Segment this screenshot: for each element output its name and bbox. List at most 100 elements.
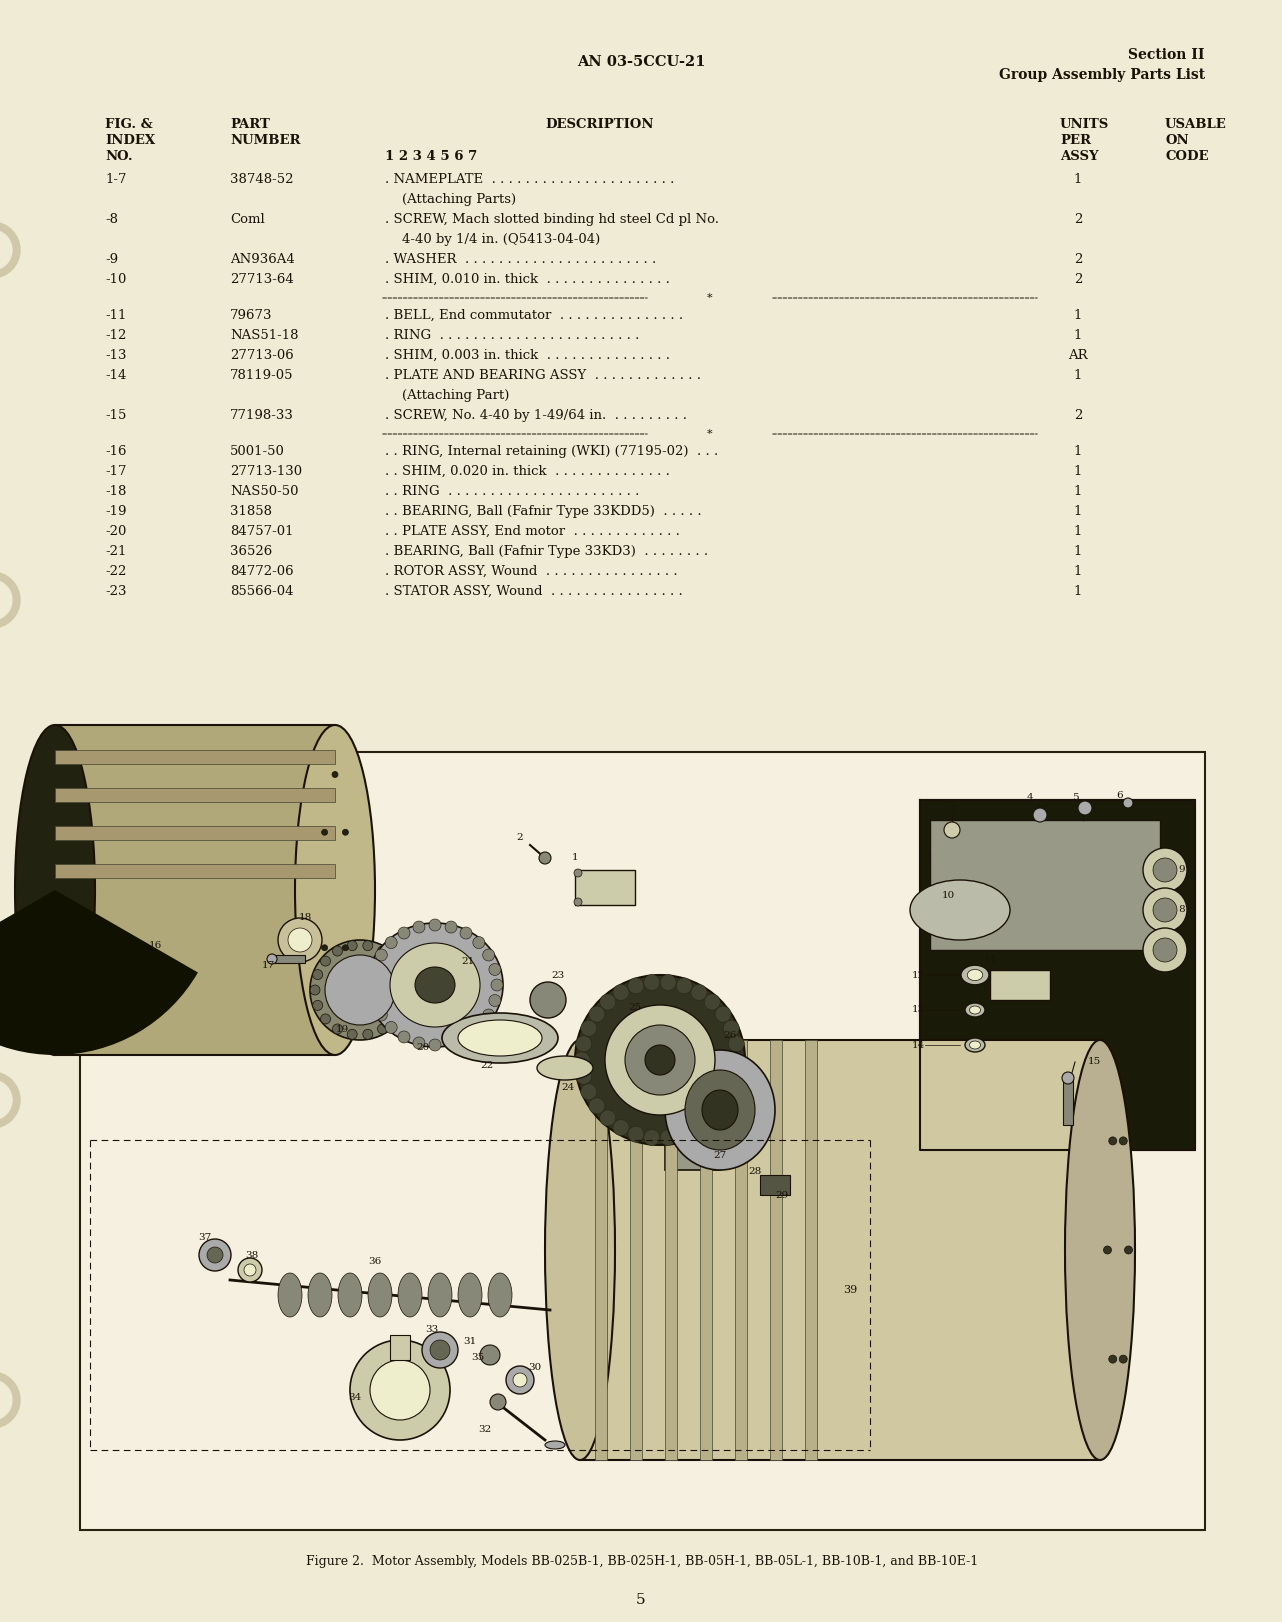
Circle shape [310,985,320,994]
Circle shape [715,1006,731,1022]
Text: . SHIM, 0.010 in. thick  . . . . . . . . . . . . . . .: . SHIM, 0.010 in. thick . . . . . . . . … [385,272,670,285]
Circle shape [376,949,387,960]
Circle shape [1153,899,1177,921]
Text: -14: -14 [105,368,127,383]
Bar [665,1109,720,1169]
Text: 78119-05: 78119-05 [229,368,294,383]
Text: 26: 26 [723,1030,737,1040]
Bar [576,869,635,905]
Text: 1: 1 [1074,174,1082,187]
Circle shape [369,994,381,1007]
Circle shape [367,980,379,991]
Circle shape [377,946,387,955]
Text: ON: ON [1165,135,1188,148]
Circle shape [1144,928,1187,972]
Text: -21: -21 [105,545,127,558]
Bar [595,1040,606,1460]
Circle shape [628,1126,644,1142]
Ellipse shape [288,928,312,952]
Circle shape [0,230,12,269]
Circle shape [320,1014,331,1023]
Text: . BEARING, Ball (Fafnir Type 33KD3)  . . . . . . . .: . BEARING, Ball (Fafnir Type 33KD3) . . … [385,545,708,558]
Ellipse shape [370,1359,429,1419]
Text: 1: 1 [1074,444,1082,457]
Circle shape [676,1126,692,1142]
Circle shape [576,1036,592,1051]
Text: 16: 16 [149,941,162,949]
Text: -11: -11 [105,310,127,323]
Ellipse shape [479,1345,500,1366]
Ellipse shape [415,967,455,1002]
Circle shape [538,852,551,865]
Text: *: * [708,428,713,440]
Text: 8: 8 [1178,905,1185,915]
Circle shape [574,869,582,878]
Text: NAS51-18: NAS51-18 [229,329,299,342]
Circle shape [363,1030,373,1040]
Circle shape [944,822,960,839]
Text: -22: -22 [105,564,127,577]
Text: -20: -20 [105,526,127,539]
Text: 37: 37 [199,1233,212,1242]
Text: Section II: Section II [1128,49,1205,62]
Text: . . RING, Internal retaining (WKI) (77195-02)  . . .: . . RING, Internal retaining (WKI) (7719… [385,444,718,457]
Ellipse shape [278,918,322,962]
Circle shape [322,829,328,835]
Bar [665,1040,677,1460]
Text: AN936A4: AN936A4 [229,253,295,266]
Text: 12: 12 [912,970,924,980]
Text: 1: 1 [1074,504,1082,517]
Bar [55,749,335,764]
Text: -19: -19 [105,504,127,517]
Text: NO.: NO. [105,149,132,162]
Ellipse shape [310,941,410,1040]
Circle shape [1109,1354,1117,1362]
Circle shape [1144,887,1187,933]
Text: 1: 1 [1074,564,1082,577]
Circle shape [473,1022,485,1033]
Text: 1: 1 [1074,526,1082,539]
Text: 32: 32 [478,1426,491,1434]
Text: 2: 2 [1074,272,1082,285]
Circle shape [491,980,503,991]
Circle shape [313,1001,323,1011]
Text: 38: 38 [245,1251,259,1260]
Circle shape [385,1022,397,1033]
Circle shape [1033,808,1047,822]
Text: 33: 33 [426,1325,438,1335]
Circle shape [460,1032,472,1043]
Text: 21: 21 [462,957,474,967]
Ellipse shape [910,881,1010,941]
Text: 1: 1 [1074,368,1082,383]
Ellipse shape [338,1273,362,1317]
Ellipse shape [295,725,376,1054]
Circle shape [413,1036,424,1049]
Circle shape [429,920,441,931]
Bar [579,1040,1100,1460]
Circle shape [397,970,408,980]
Text: 38748-52: 38748-52 [229,174,294,187]
Circle shape [588,1098,605,1114]
Text: 7: 7 [949,806,955,814]
Ellipse shape [537,1056,594,1080]
Text: 34: 34 [349,1393,362,1403]
Text: 4: 4 [1027,793,1033,803]
Text: . ROTOR ASSY, Wound  . . . . . . . . . . . . . . . .: . ROTOR ASSY, Wound . . . . . . . . . . … [385,564,678,577]
Ellipse shape [965,1038,985,1053]
Text: -17: -17 [105,466,127,478]
Text: -8: -8 [105,212,118,225]
Ellipse shape [368,1273,392,1317]
Circle shape [320,955,331,967]
Text: . . RING  . . . . . . . . . . . . . . . . . . . . . . .: . . RING . . . . . . . . . . . . . . . .… [385,485,640,498]
Text: . SCREW, No. 4-40 by 1-49/64 in.  . . . . . . . . .: . SCREW, No. 4-40 by 1-49/64 in. . . . .… [385,409,687,422]
Text: 1: 1 [1074,329,1082,342]
Ellipse shape [605,1006,715,1114]
Bar [770,1040,782,1460]
Ellipse shape [350,1340,450,1440]
Text: 9: 9 [1178,866,1185,874]
Circle shape [1109,1137,1117,1145]
Text: 77198-33: 77198-33 [229,409,294,422]
Bar [55,788,335,801]
Circle shape [347,941,358,950]
Circle shape [390,1014,400,1023]
